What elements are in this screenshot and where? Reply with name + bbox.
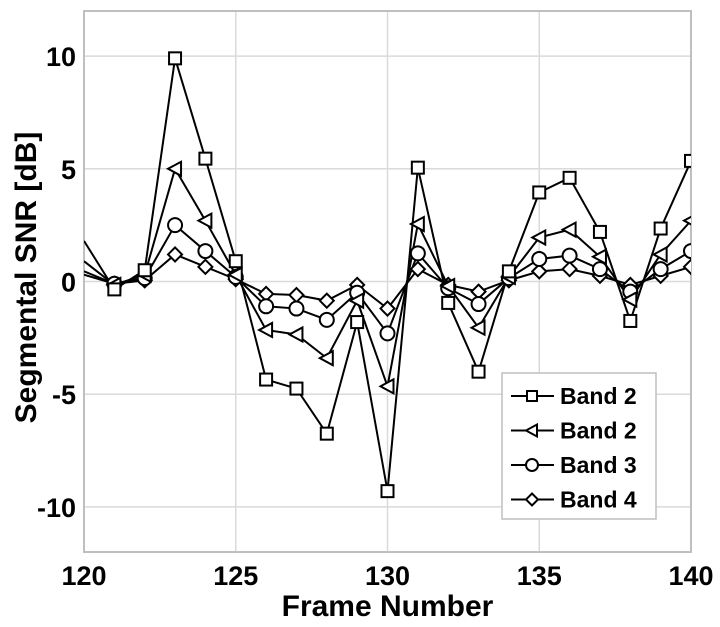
plot-area <box>83 10 692 553</box>
x-tick-label: 135 <box>517 561 562 591</box>
square-marker-icon <box>684 153 691 168</box>
square-marker-icon <box>198 151 213 166</box>
diamond-marker-icon <box>196 258 214 276</box>
circle-marker-icon <box>197 243 214 260</box>
triangle-left-marker-icon <box>408 215 425 233</box>
square-marker-icon <box>107 282 122 297</box>
square-marker-icon <box>350 315 365 330</box>
legend: Band 2 Band 2 Band 3 Band 4 <box>501 372 657 520</box>
legend-item: Band 2 <box>511 383 637 409</box>
x-tick-label: 125 <box>213 561 258 591</box>
y-axis-title: Segmental SNR [dB] <box>10 132 43 424</box>
circle-marker-icon <box>258 298 275 315</box>
legend-label: Band 2 <box>560 383 637 409</box>
square-marker-icon <box>380 484 395 499</box>
triangle-left-marker-icon <box>287 325 304 344</box>
y-tick-label: 5 <box>61 155 76 185</box>
circle-marker-icon <box>591 261 608 278</box>
circle-marker-icon <box>525 458 539 472</box>
diamond-marker-icon <box>166 246 184 263</box>
triangle-left-marker-icon <box>530 228 547 247</box>
triangle-left-marker-icon <box>348 291 365 310</box>
diamond-marker-icon <box>561 260 579 278</box>
square-marker-icon <box>526 390 538 402</box>
diamond-marker-icon <box>318 292 336 310</box>
diamond-marker-icon <box>524 492 540 507</box>
x-axis-title: Frame Number <box>282 590 494 623</box>
square-marker-icon <box>137 263 152 278</box>
square-marker-icon <box>501 264 516 279</box>
diamond-marker-icon <box>682 258 691 276</box>
square-marker-icon <box>410 160 425 175</box>
circle-marker-icon <box>561 247 578 264</box>
triangle-left-marker-icon <box>439 277 456 295</box>
legend-label: Band 3 <box>560 452 637 478</box>
diamond-marker-icon <box>379 300 396 317</box>
triangle-left-marker-icon <box>165 160 183 178</box>
series-markers-square <box>107 51 691 499</box>
square-marker-icon <box>592 224 607 239</box>
triangle-left-marker-icon <box>317 349 334 367</box>
circle-marker-icon <box>652 261 669 278</box>
diamond-marker-icon <box>409 260 427 278</box>
diamond-marker-icon <box>288 286 305 304</box>
y-tick-label: 0 <box>61 268 76 298</box>
square-marker-icon <box>168 51 183 66</box>
triangle-left-marker-icon <box>469 319 486 337</box>
triangle-left-marker-icon <box>651 245 668 264</box>
triangle-left-marker-icon <box>621 290 638 309</box>
triangle-left-marker-icon <box>378 377 395 395</box>
triangle-left-marker-icon <box>590 248 607 266</box>
square-marker-icon <box>653 221 668 236</box>
legend-label: Band 2 <box>560 418 637 444</box>
legend-item: Band 3 <box>511 452 637 478</box>
circle-marker-icon <box>379 325 396 342</box>
triangle-left-marker-icon <box>256 321 274 339</box>
y-tick-label: -5 <box>52 380 76 410</box>
circle-marker-icon <box>409 245 426 262</box>
x-tick-label: 130 <box>365 561 410 591</box>
y-axis-ticks: -10 -5 0 5 10 <box>37 42 76 523</box>
square-marker-icon <box>441 295 456 310</box>
x-tick-label: 140 <box>668 561 713 591</box>
x-axis-ticks: 120 125 130 135 140 <box>61 561 713 591</box>
legend-item: Band 4 <box>511 487 637 513</box>
circle-marker-icon <box>167 217 184 234</box>
legend-item: Band 2 <box>511 418 637 444</box>
series-markers-triangle-left <box>105 160 691 395</box>
x-tick-label: 120 <box>61 561 106 591</box>
square-marker-icon <box>623 313 638 328</box>
triangle-left-marker-icon <box>196 211 213 230</box>
square-marker-icon <box>471 364 486 379</box>
legend-label: Band 4 <box>560 487 637 513</box>
data-series <box>84 51 691 499</box>
diamond-marker-icon <box>530 262 548 280</box>
circle-marker-icon <box>683 243 691 260</box>
y-tick-label: -10 <box>37 493 76 523</box>
square-marker-icon <box>259 372 274 387</box>
triangle-left-marker-icon <box>523 422 538 439</box>
square-marker-icon <box>228 254 243 269</box>
circle-marker-icon <box>470 296 487 313</box>
y-tick-label: 10 <box>46 42 76 72</box>
square-marker-icon <box>532 185 547 200</box>
triangle-left-marker-icon <box>226 266 243 284</box>
circle-marker-icon <box>288 300 305 317</box>
square-marker-icon <box>289 381 304 396</box>
circle-marker-icon <box>531 250 548 267</box>
square-marker-icon <box>319 426 334 441</box>
square-marker-icon <box>562 170 577 185</box>
circle-marker-icon <box>318 311 335 328</box>
triangle-left-marker-icon <box>681 215 691 226</box>
triangle-left-marker-icon <box>560 220 577 239</box>
